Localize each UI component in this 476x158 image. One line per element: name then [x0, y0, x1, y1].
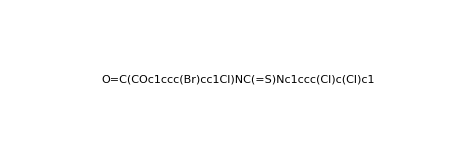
Text: O=C(COc1ccc(Br)cc1Cl)NC(=S)Nc1ccc(Cl)c(Cl)c1: O=C(COc1ccc(Br)cc1Cl)NC(=S)Nc1ccc(Cl)c(C…: [101, 74, 375, 84]
